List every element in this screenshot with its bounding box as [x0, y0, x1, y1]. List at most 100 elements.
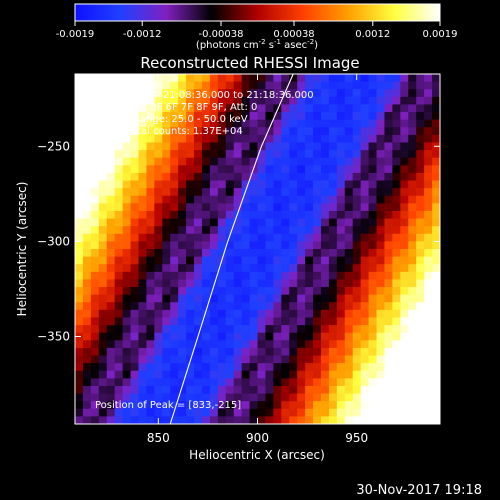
heatmap-cell — [194, 317, 203, 326]
heatmap-cell — [146, 249, 155, 258]
heatmap-cell — [320, 210, 330, 220]
heatmap-cell — [98, 226, 108, 235]
heatmap-cell — [122, 264, 132, 273]
heatmap-cell — [130, 309, 140, 319]
heatmap-cell — [289, 210, 298, 220]
heatmap-cell — [392, 370, 401, 379]
heatmap-cell — [384, 89, 393, 98]
heatmap-cell — [106, 203, 116, 212]
heatmap-cell — [233, 325, 243, 334]
heatmap-cell — [241, 264, 251, 273]
heatmap-cell — [249, 370, 259, 379]
heatmap-cell — [241, 165, 251, 174]
heatmap-cell — [75, 127, 84, 136]
heatmap-cell — [138, 188, 148, 197]
heatmap-cell — [233, 271, 243, 281]
heatmap-cell — [384, 249, 393, 258]
heatmap-cell — [408, 233, 417, 242]
heatmap-cell — [344, 241, 354, 250]
heatmap-cell — [408, 157, 417, 166]
heatmap-cell — [233, 89, 243, 98]
heatmap-cell — [424, 287, 433, 296]
heatmap-cell — [320, 393, 330, 402]
heatmap-cell — [328, 165, 338, 174]
heatmap-cell — [241, 279, 251, 288]
heatmap-cell — [122, 309, 132, 319]
heatmap-cell — [360, 378, 370, 387]
heatmap-cell — [360, 256, 370, 265]
heatmap-cell — [75, 218, 84, 227]
heatmap-cell — [320, 302, 330, 311]
heatmap-cell — [368, 256, 378, 265]
heatmap-cell — [82, 279, 92, 288]
heatmap-cell — [305, 157, 314, 166]
heatmap-cell — [225, 74, 235, 83]
heatmap-cell — [265, 134, 274, 144]
heatmap-cell — [376, 134, 386, 144]
heatmap-cell — [320, 279, 330, 288]
heatmap-cell — [146, 317, 155, 326]
heatmap-cell — [265, 264, 274, 273]
heatmap-cell — [130, 96, 140, 106]
heatmap-cell — [432, 81, 440, 90]
heatmap-cell — [408, 279, 417, 288]
heatmap-cell — [201, 195, 211, 204]
heatmap-cell — [217, 195, 227, 204]
heatmap-cell — [400, 127, 409, 136]
heatmap-cell — [106, 355, 116, 364]
heatmap-cell — [281, 104, 290, 113]
heatmap-cell — [352, 302, 362, 311]
heatmap-cell — [257, 279, 267, 288]
heatmap-cell — [392, 157, 401, 166]
heatmap-cell — [122, 218, 132, 227]
heatmap-cell — [344, 256, 354, 265]
heatmap-cell — [257, 370, 267, 379]
heatmap-cell — [194, 210, 203, 220]
heatmap-cell — [360, 233, 370, 242]
heatmap-cell — [241, 134, 251, 144]
heatmap-cell — [249, 340, 259, 349]
heatmap-cell — [384, 150, 393, 159]
heatmap-cell — [98, 134, 108, 144]
heatmap-cell — [392, 104, 401, 113]
heatmap-cell — [352, 408, 362, 417]
x-axis-label: Heliocentric X (arcsec) — [189, 448, 325, 462]
heatmap-cell — [114, 89, 124, 98]
heatmap-cell — [368, 264, 378, 273]
heatmap-cell — [344, 112, 354, 121]
heatmap-cell — [98, 104, 108, 113]
heatmap-cell — [114, 96, 124, 106]
heatmap-cell — [257, 74, 267, 83]
heatmap-cell — [384, 416, 393, 424]
heatmap-cell — [178, 233, 187, 242]
heatmap-cell — [241, 309, 251, 319]
heatmap-cell — [82, 195, 92, 204]
heatmap-cell — [241, 104, 251, 113]
heatmap-cell — [209, 378, 219, 387]
colorbar-ticks: -0.0019 -0.0012 -0.00038 0.00038 0.0012 0.001… — [56, 21, 458, 40]
heatmap-cell — [233, 104, 243, 113]
heatmap-cell — [289, 180, 298, 189]
heatmap-cell — [416, 355, 425, 364]
heatmap-cell — [297, 89, 306, 98]
heatmap-cell — [249, 385, 259, 395]
heatmap-cell — [130, 81, 140, 90]
heatmap-cell — [82, 150, 92, 159]
heatmap-cell — [368, 408, 378, 417]
heatmap-cell — [122, 104, 132, 113]
heatmap-cell — [313, 218, 322, 227]
heatmap-cell — [201, 233, 211, 242]
heatmap-cell — [432, 370, 440, 379]
heatmap-cell — [186, 226, 195, 235]
heatmap-cell — [138, 96, 148, 106]
heatmap-cell — [432, 150, 440, 159]
heatmap-cell — [392, 256, 401, 265]
heatmap-cell — [170, 294, 179, 303]
heatmap-cell — [75, 203, 84, 212]
heatmap-cell — [336, 317, 346, 326]
heatmap-cell — [82, 378, 92, 387]
heatmap-cell — [336, 89, 346, 98]
heatmap-cell — [257, 210, 267, 220]
heatmap-cell — [416, 317, 425, 326]
heatmap-cell — [273, 218, 282, 227]
